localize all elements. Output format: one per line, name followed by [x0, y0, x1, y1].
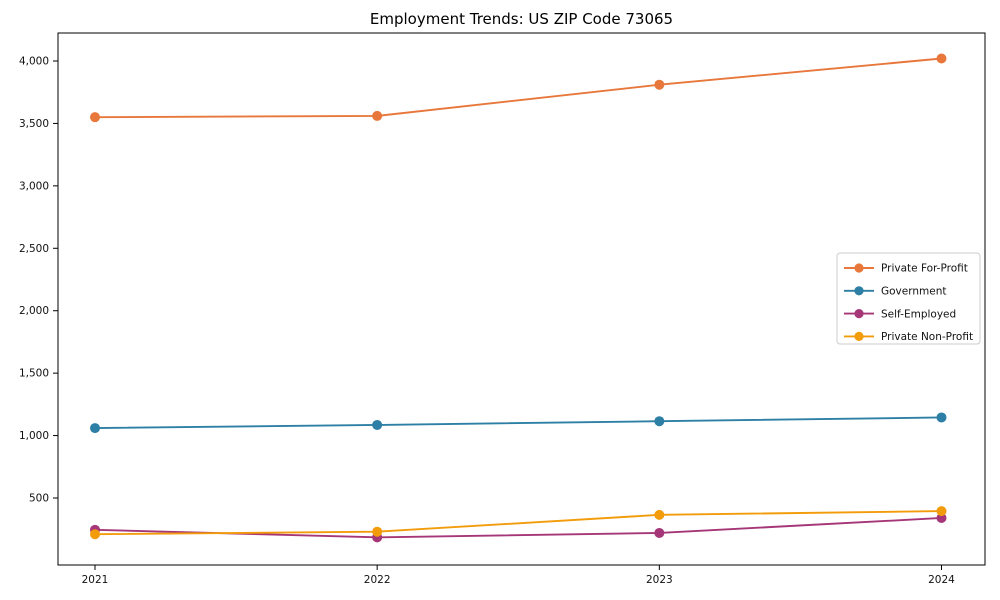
y-tick-label-3500: 3,500 — [19, 118, 49, 130]
data-point-private-non-profit-2024 — [936, 506, 947, 517]
y-tick-label-4000: 4,000 — [19, 56, 49, 68]
data-point-private-for-profit-2024 — [936, 53, 947, 64]
series-line-self-employed — [94, 517, 942, 539]
data-point-private-for-profit-2021 — [90, 112, 100, 123]
plot-border — [57, 32, 986, 566]
legend-label-private-non-profit: Private Non-Profit — [881, 331, 973, 343]
y-tick-label-2000: 2,000 — [19, 305, 49, 317]
data-point-self-employed-2023 — [654, 527, 665, 538]
legend-swatch-marker-government — [854, 286, 864, 296]
data-point-government-2024 — [936, 412, 947, 423]
data-point-self-employed-2024 — [936, 512, 947, 523]
chart-title: Employment Trends: US ZIP Code 73065 — [369, 10, 674, 28]
y-tick-label-1000: 1,000 — [19, 430, 49, 442]
data-point-private-non-profit-2021 — [90, 529, 100, 540]
data-point-private-for-profit-2022 — [372, 110, 383, 121]
legend-swatch-marker-private-for-profit — [854, 263, 864, 273]
y-tick-label-3000: 3,000 — [19, 180, 49, 192]
legend-swatch-marker-self-employed — [854, 309, 864, 319]
legend-label-private-for-profit: Private For-Profit — [881, 263, 968, 275]
series-line-private-for-profit — [94, 57, 942, 119]
data-point-private-non-profit-2022 — [372, 526, 383, 537]
legend-label-government: Government — [881, 286, 946, 298]
data-point-private-non-profit-2023 — [654, 509, 665, 520]
x-tick-label-2022: 2022 — [364, 574, 391, 586]
legend-label-self-employed: Self-Employed — [881, 308, 956, 320]
x-tick-label-2024: 2024 — [928, 574, 955, 586]
data-point-government-2021 — [90, 423, 100, 434]
data-point-government-2023 — [654, 416, 665, 427]
series-line-private-non-profit — [94, 510, 942, 536]
x-tick-label-2023: 2023 — [646, 574, 673, 586]
series-line-government — [94, 416, 942, 430]
data-point-government-2022 — [372, 419, 383, 430]
legend-box — [836, 252, 981, 345]
y-tick-label-1500: 1,500 — [19, 368, 49, 380]
x-tick-label-2021: 2021 — [82, 574, 109, 586]
legend-swatch-marker-private-non-profit — [854, 331, 864, 341]
y-tick-label-2500: 2,500 — [19, 243, 49, 255]
data-point-private-for-profit-2023 — [654, 79, 665, 90]
y-tick-label-500: 500 — [29, 493, 49, 505]
